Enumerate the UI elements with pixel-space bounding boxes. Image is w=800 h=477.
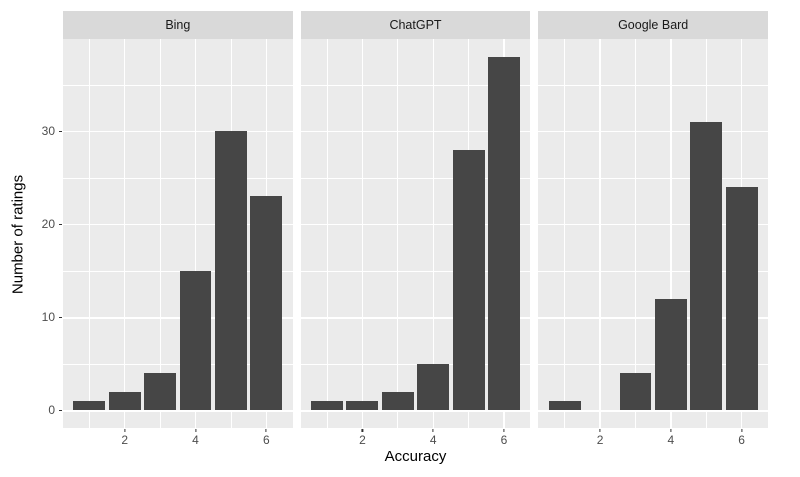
gridline-h-major: [538, 410, 769, 412]
x-tick-mark: [599, 429, 601, 432]
y-tick-label: 20: [41, 217, 55, 232]
gridline-v-major: [432, 39, 434, 428]
bar-chatgpt-x1: [311, 401, 343, 411]
gridline-v-minor: [89, 39, 90, 428]
gridline-h-major: [63, 410, 293, 412]
bar-google-bard-x6: [725, 186, 758, 411]
bar-google-bard-x1: [548, 401, 581, 411]
x-tick-label: 4: [667, 433, 675, 447]
x-tick-mark: [265, 429, 267, 432]
gridline-h-major: [300, 131, 531, 133]
x-tick-mark: [432, 429, 434, 432]
y-tick-label: 30: [41, 124, 55, 139]
x-tick-label: 6: [738, 433, 745, 447]
gridline-h-minor: [300, 363, 531, 365]
y-tick-mark: [59, 409, 62, 411]
x-tick-label: 6: [500, 433, 508, 447]
gridline-h-minor: [300, 84, 531, 86]
gridline-h-major: [300, 224, 531, 226]
bar-bing-x5: [214, 131, 247, 411]
gridline-h-minor: [63, 270, 293, 272]
bar-bing-x1: [73, 401, 106, 411]
x-tick-label: 4: [429, 433, 437, 447]
gridline-h-minor: [538, 84, 769, 86]
gridline-h-minor: [300, 177, 531, 179]
x-tick-label: 2: [359, 433, 366, 447]
gridline-v-major: [599, 39, 601, 428]
facet-panel: [63, 39, 293, 428]
x-tick-mark: [670, 429, 672, 432]
facet-bing: Bing 2 4 6: [63, 11, 293, 447]
facet-strip-label: Google Bard: [618, 18, 689, 32]
bar-bing-x2: [108, 391, 141, 411]
y-tick-mark: [59, 130, 62, 132]
gridline-h-minor: [538, 363, 769, 365]
bar-chatgpt-x3: [381, 391, 414, 411]
facet-chatgpt: ChatGPT 2 4 6: [300, 11, 531, 447]
bar-chatgpt-x4: [417, 363, 450, 411]
bar-bing-x4: [179, 270, 212, 411]
x-tick-label: 6: [262, 433, 270, 447]
facet-strip: Google Bard: [538, 11, 769, 39]
y-tick-label: 10: [41, 310, 55, 325]
gridline-h-minor: [538, 177, 769, 179]
gridline-h-minor: [63, 177, 293, 179]
gridline-v-major: [670, 39, 672, 428]
gridline-v-major: [361, 39, 364, 428]
facet-strip: Bing: [63, 11, 293, 39]
bar-chatgpt-x2: [346, 401, 379, 411]
x-tick-mark: [124, 429, 126, 432]
facet-strip-label: Bing: [165, 18, 191, 32]
gridline-h-major: [63, 224, 293, 226]
facet-panel: [538, 39, 769, 428]
gridline-v-minor: [159, 39, 161, 428]
x-tick-mark: [503, 429, 505, 432]
gridline-h-major: [63, 317, 293, 319]
bar-chatgpt-x6: [488, 56, 520, 411]
gridline-h-major: [300, 317, 531, 319]
facet-google-bard: Google Bard 2 4 6: [538, 11, 769, 447]
gridline-v-major: [124, 39, 126, 428]
y-axis-title: Number of ratings: [9, 174, 27, 295]
x-tick-label: 2: [121, 433, 129, 447]
x-tick-label: 4: [192, 433, 199, 447]
facet-strip: ChatGPT: [300, 11, 531, 39]
gridline-h-major: [538, 317, 769, 319]
gridline-v-minor: [326, 39, 328, 428]
x-axis-title: Accuracy: [384, 448, 447, 465]
facet-panel: [300, 39, 531, 428]
gridline-v-minor: [635, 39, 636, 428]
bar-google-bard-x4: [654, 298, 687, 411]
bar-google-bard-x3: [619, 373, 652, 411]
x-tick-mark: [194, 429, 197, 432]
gridline-h-minor: [63, 363, 293, 365]
y-tick-label: 0: [48, 403, 55, 418]
gridline-v-minor: [564, 39, 566, 428]
gridline-h-major: [63, 131, 293, 133]
gridline-h-minor: [300, 270, 531, 272]
gridline-h-minor: [538, 270, 769, 272]
bar-bing-x6: [250, 196, 283, 411]
gridline-v-minor: [397, 39, 399, 428]
bar-google-bard-x5: [690, 121, 723, 411]
y-tick-mark: [59, 223, 62, 225]
x-tick-label: 2: [596, 433, 604, 447]
bar-chatgpt-x5: [452, 149, 485, 411]
x-tick-mark: [361, 429, 364, 432]
gridline-v-major: [194, 39, 197, 428]
bar-bing-x3: [144, 373, 177, 411]
gridline-h-major: [300, 410, 531, 412]
gridline-h-major: [538, 224, 769, 226]
gridline-h-minor: [63, 84, 293, 86]
facet-row: Bing 2 4 6 ChatGPT 2 4 6 Google Bard 2 4 6: [63, 11, 769, 447]
y-tick-mark: [59, 316, 62, 318]
x-tick-mark: [741, 429, 743, 432]
gridline-h-major: [538, 131, 769, 133]
facet-strip-label: ChatGPT: [389, 18, 442, 32]
